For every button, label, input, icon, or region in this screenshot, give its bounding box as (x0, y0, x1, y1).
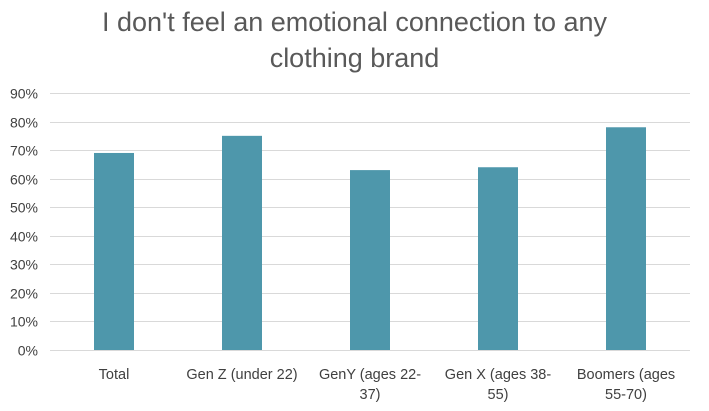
x-category-label: Gen X (ages 38-55) (445, 367, 552, 403)
bar (222, 135, 262, 350)
x-category-label: Gen Z (under 22) (186, 367, 297, 383)
y-axis-tick-labels: 0% 10% 20% 30% 40% 50% 60% 70% 80% 90% (10, 86, 38, 359)
bars (94, 127, 646, 351)
y-tick-label: 10% (10, 314, 38, 330)
bar (478, 167, 518, 350)
bar (94, 152, 134, 350)
chart-title: I don't feel an emotional connection to … (0, 4, 709, 76)
chart-title-line-2: clothing brand (269, 43, 440, 73)
y-tick-label: 0% (18, 343, 38, 359)
y-tick-label: 60% (10, 172, 38, 188)
y-tick-label: 40% (10, 229, 38, 245)
x-category-label: Boomers (ages 55-70) (577, 367, 675, 403)
chart-title-line-1: I don't feel an emotional connection to … (102, 7, 607, 37)
x-category-label: Total (99, 367, 130, 383)
bar (350, 170, 390, 350)
x-axis-category-labels: Total Gen Z (under 22) GenY (ages 22-37) Ge… (99, 367, 675, 403)
bar (606, 127, 646, 351)
x-category-label: GenY (ages 22-37) (319, 367, 421, 403)
y-tick-label: 80% (10, 115, 38, 131)
y-tick-label: 30% (10, 257, 38, 273)
y-tick-label: 90% (10, 86, 38, 102)
y-tick-label: 20% (10, 286, 38, 302)
y-tick-label: 70% (10, 143, 38, 159)
y-tick-label: 50% (10, 200, 38, 216)
